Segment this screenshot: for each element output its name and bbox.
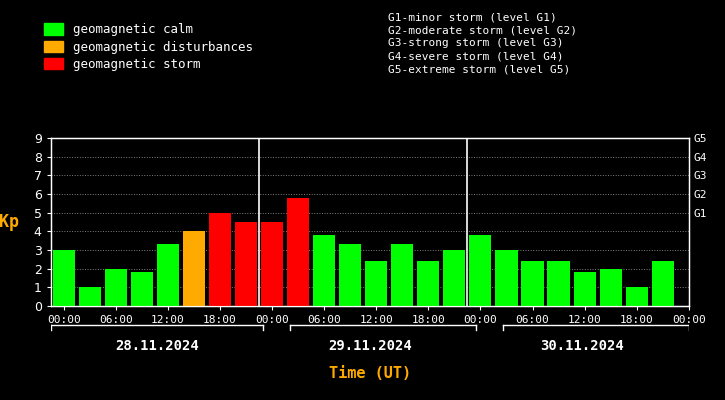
Bar bbox=[183, 231, 205, 306]
Bar bbox=[469, 235, 492, 306]
Legend: geomagnetic calm, geomagnetic disturbances, geomagnetic storm: geomagnetic calm, geomagnetic disturbanc… bbox=[44, 23, 253, 71]
Bar bbox=[600, 269, 622, 306]
Bar bbox=[105, 269, 127, 306]
Bar bbox=[130, 272, 153, 306]
Bar bbox=[626, 287, 647, 306]
Bar bbox=[79, 287, 101, 306]
Text: 28.11.2024: 28.11.2024 bbox=[115, 339, 199, 353]
Bar bbox=[209, 213, 231, 306]
Bar bbox=[652, 261, 674, 306]
Text: G1-minor storm (level G1)
G2-moderate storm (level G2)
G3-strong storm (level G3: G1-minor storm (level G1) G2-moderate st… bbox=[388, 12, 577, 75]
Bar bbox=[235, 222, 257, 306]
Bar bbox=[418, 261, 439, 306]
Text: 30.11.2024: 30.11.2024 bbox=[541, 339, 624, 353]
Bar bbox=[392, 244, 413, 306]
Bar bbox=[547, 261, 570, 306]
Bar bbox=[261, 222, 283, 306]
Bar bbox=[521, 261, 544, 306]
Bar bbox=[313, 235, 335, 306]
Bar bbox=[339, 244, 361, 306]
Bar bbox=[365, 261, 387, 306]
Bar bbox=[573, 272, 596, 306]
Bar bbox=[53, 250, 75, 306]
Text: Kp: Kp bbox=[0, 213, 19, 231]
Bar bbox=[287, 198, 309, 306]
Text: Time (UT): Time (UT) bbox=[328, 366, 411, 382]
Text: 29.11.2024: 29.11.2024 bbox=[328, 339, 412, 353]
Bar bbox=[495, 250, 518, 306]
Bar bbox=[157, 244, 179, 306]
Bar bbox=[443, 250, 465, 306]
